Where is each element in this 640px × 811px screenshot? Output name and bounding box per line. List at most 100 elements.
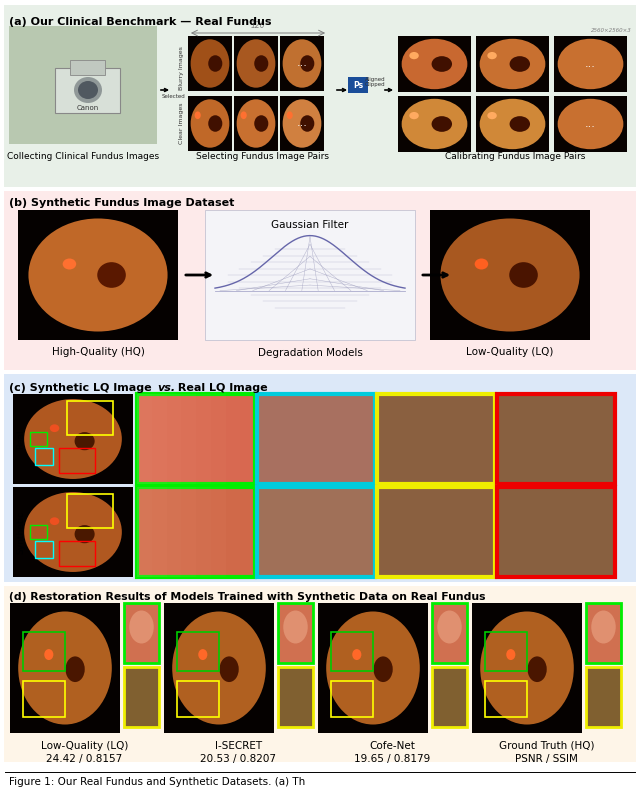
- Bar: [137, 487, 255, 577]
- Bar: [124, 667, 159, 727]
- Bar: [4, 374, 636, 582]
- Ellipse shape: [410, 112, 419, 119]
- Bar: [35, 541, 52, 558]
- Text: ...: ...: [585, 59, 596, 69]
- Bar: [472, 603, 582, 733]
- Bar: [152, 394, 166, 484]
- Bar: [554, 96, 627, 152]
- Ellipse shape: [254, 55, 268, 71]
- Text: Blurry Images: Blurry Images: [179, 46, 184, 90]
- Ellipse shape: [509, 56, 530, 72]
- Text: ...: ...: [585, 119, 596, 129]
- Bar: [377, 394, 495, 484]
- Ellipse shape: [476, 607, 578, 729]
- Ellipse shape: [50, 424, 60, 432]
- Ellipse shape: [20, 396, 126, 483]
- Bar: [4, 5, 636, 187]
- Ellipse shape: [129, 611, 154, 643]
- Ellipse shape: [241, 111, 247, 119]
- Ellipse shape: [191, 39, 229, 88]
- Bar: [234, 36, 278, 91]
- Bar: [398, 96, 471, 152]
- Bar: [586, 603, 621, 663]
- Ellipse shape: [75, 432, 95, 450]
- Bar: [205, 210, 415, 340]
- Ellipse shape: [168, 607, 269, 729]
- Bar: [554, 36, 627, 92]
- Text: Gaussian Filter: Gaussian Filter: [271, 220, 349, 230]
- Bar: [257, 394, 375, 484]
- Bar: [124, 603, 159, 663]
- Ellipse shape: [509, 262, 538, 288]
- Text: PSNR / SSIM: PSNR / SSIM: [515, 754, 578, 764]
- Bar: [211, 487, 225, 577]
- Ellipse shape: [191, 99, 229, 148]
- Ellipse shape: [402, 99, 467, 149]
- Bar: [67, 494, 113, 529]
- Bar: [432, 667, 467, 727]
- Text: Selected: Selected: [162, 95, 186, 100]
- Bar: [586, 667, 621, 727]
- Bar: [164, 603, 274, 733]
- Bar: [181, 394, 196, 484]
- Text: Collecting Clinical Fundus Images: Collecting Clinical Fundus Images: [7, 152, 159, 161]
- Bar: [225, 394, 240, 484]
- Text: I-SECRET: I-SECRET: [215, 741, 262, 751]
- Text: Canon: Canon: [77, 105, 99, 111]
- Text: High-Quality (HQ): High-Quality (HQ): [52, 347, 145, 357]
- Ellipse shape: [287, 111, 292, 119]
- Bar: [196, 487, 211, 577]
- Ellipse shape: [557, 39, 623, 89]
- Text: Cofe-Net: Cofe-Net: [369, 741, 415, 751]
- Text: (a) Our Clinical Benchmark — Real Fundus: (a) Our Clinical Benchmark — Real Fundus: [9, 17, 271, 27]
- Bar: [278, 603, 313, 663]
- Ellipse shape: [14, 607, 116, 729]
- Bar: [497, 394, 615, 484]
- Ellipse shape: [172, 611, 266, 724]
- Ellipse shape: [410, 52, 419, 59]
- Text: Figure 1: Our Real Fundus and Synthetic Datasets. (a) Th: Figure 1: Our Real Fundus and Synthetic …: [9, 777, 305, 787]
- Bar: [485, 632, 527, 671]
- Bar: [59, 448, 95, 473]
- Bar: [137, 394, 152, 484]
- Ellipse shape: [28, 218, 168, 332]
- Bar: [398, 36, 471, 92]
- Text: 19.65 / 0.8179: 19.65 / 0.8179: [355, 754, 431, 764]
- Bar: [348, 77, 368, 93]
- Bar: [432, 667, 467, 727]
- Ellipse shape: [195, 111, 201, 119]
- Ellipse shape: [284, 611, 308, 643]
- Ellipse shape: [237, 39, 275, 88]
- Bar: [497, 394, 615, 484]
- Text: Aligned
Clipped: Aligned Clipped: [365, 76, 386, 88]
- Ellipse shape: [437, 611, 461, 643]
- Text: vs.: vs.: [157, 383, 175, 393]
- Ellipse shape: [63, 259, 76, 269]
- Bar: [586, 667, 621, 727]
- Text: 120: 120: [251, 21, 266, 30]
- Text: 20.53 / 0.8207: 20.53 / 0.8207: [200, 754, 276, 764]
- Bar: [13, 487, 133, 577]
- Bar: [35, 448, 52, 465]
- Bar: [278, 603, 313, 663]
- Bar: [67, 401, 113, 436]
- Ellipse shape: [78, 81, 98, 99]
- Ellipse shape: [220, 656, 239, 682]
- Bar: [432, 603, 467, 663]
- Text: (d) Restoration Results of Models Trained with Synthetic Data on Real Fundus: (d) Restoration Results of Models Traine…: [9, 592, 486, 602]
- Bar: [4, 191, 636, 370]
- Ellipse shape: [23, 214, 173, 336]
- Bar: [166, 487, 181, 577]
- Ellipse shape: [557, 99, 623, 149]
- Ellipse shape: [323, 607, 424, 729]
- Ellipse shape: [283, 99, 321, 148]
- Text: Ps: Ps: [353, 80, 363, 89]
- Ellipse shape: [50, 517, 60, 525]
- Bar: [196, 394, 211, 484]
- Bar: [234, 96, 278, 151]
- Text: Ground Truth (HQ): Ground Truth (HQ): [499, 741, 595, 751]
- Bar: [377, 394, 495, 484]
- Bar: [124, 667, 159, 727]
- Bar: [318, 603, 428, 733]
- Bar: [13, 394, 133, 484]
